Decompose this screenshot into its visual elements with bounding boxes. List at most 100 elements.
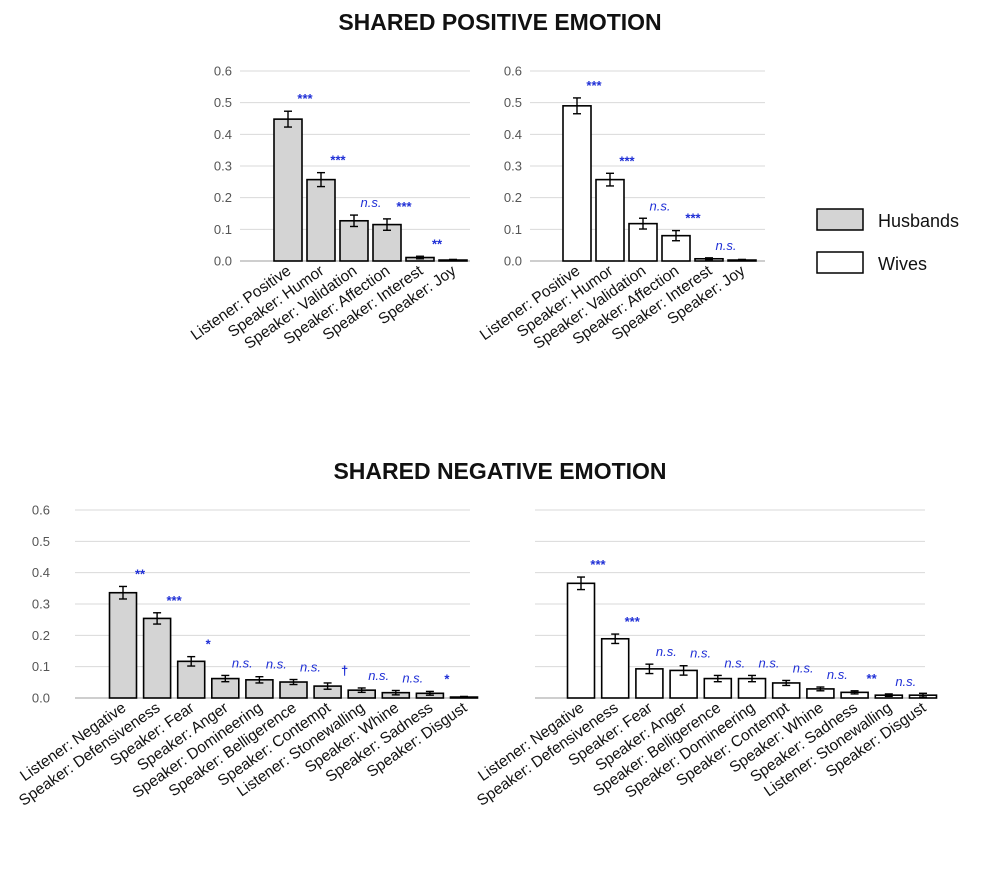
y-tick-label: 0.2	[504, 190, 522, 205]
significance-label: n.s.	[368, 668, 389, 683]
significance-label: n.s.	[232, 655, 253, 670]
significance-label: †	[341, 663, 348, 678]
significance-label: **	[867, 671, 878, 686]
significance-label: n.s.	[402, 670, 423, 685]
significance-label: n.s.	[827, 667, 848, 682]
error-bar	[573, 97, 581, 115]
y-tick-label: 0.6	[504, 64, 522, 79]
error-bar	[383, 218, 391, 231]
legend-swatch-husbands	[816, 208, 864, 231]
significance-label: n.s.	[895, 674, 916, 689]
significance-label: n.s.	[759, 655, 780, 670]
y-tick-label: 0.3	[504, 159, 522, 174]
error-bar	[738, 258, 746, 262]
error-bar	[460, 695, 468, 699]
significance-label: ***	[297, 91, 313, 106]
error-bar	[391, 689, 400, 696]
significance-label: **	[135, 566, 146, 581]
y-tick-label: 0.6	[32, 503, 50, 518]
error-bar	[611, 633, 620, 645]
y-tick-label: 0.4	[214, 127, 232, 142]
significance-label: n.s.	[650, 198, 671, 213]
y-tick-label: 0.6	[214, 64, 232, 79]
error-bar	[606, 172, 614, 187]
y-tick-label: 0.1	[504, 222, 522, 237]
y-tick-label: 0.5	[214, 95, 232, 110]
legend-label-wives: Wives	[878, 254, 927, 274]
error-bar	[255, 675, 264, 684]
y-tick-label: 0.0	[504, 254, 522, 269]
y-tick-label: 0.1	[214, 222, 232, 237]
error-bar	[577, 576, 585, 591]
significance-label: n.s.	[266, 657, 287, 672]
error-bar	[705, 257, 713, 261]
significance-label: ***	[330, 153, 346, 168]
significance-label: n.s.	[793, 660, 814, 675]
y-tick-label: 0.2	[214, 190, 232, 205]
significance-label: n.s.	[690, 646, 711, 661]
significance-label: n.s.	[716, 238, 737, 253]
significance-label: ***	[590, 557, 606, 572]
error-bar	[416, 255, 424, 260]
error-bar	[816, 686, 825, 692]
legend-swatch-wives	[816, 251, 864, 274]
bar	[600, 637, 630, 699]
significance-label: ***	[396, 199, 412, 214]
bar	[566, 582, 596, 699]
negative-section-title: SHARED NEGATIVE EMOTION	[333, 458, 666, 484]
error-bar	[713, 674, 722, 683]
bar	[273, 118, 303, 262]
error-bar	[153, 612, 162, 625]
chart-panels: 0.00.10.20.30.40.50.6***Listener: Positi…	[16, 64, 938, 810]
significance-label: ***	[586, 78, 602, 93]
y-tick-label: 0.2	[32, 628, 50, 643]
chart-panel: 0.00.10.20.30.40.50.6***Listener: Positi…	[188, 64, 470, 353]
error-bar	[317, 171, 325, 188]
chart-panel: 0.00.10.20.30.40.50.6***Listener: Positi…	[477, 64, 765, 353]
error-bar	[119, 585, 127, 600]
error-bar	[284, 110, 292, 128]
error-bar	[350, 214, 358, 228]
significance-label: n.s.	[361, 195, 382, 210]
legend-label-husbands: Husbands	[878, 211, 959, 231]
y-tick-label: 0.3	[32, 597, 50, 612]
significance-label: ***	[625, 614, 641, 629]
bar	[306, 178, 336, 262]
y-tick-label: 0.4	[32, 565, 50, 580]
bar	[562, 105, 592, 262]
significance-label: ***	[685, 211, 701, 226]
y-tick-label: 0.3	[214, 159, 232, 174]
significance-label: n.s.	[724, 655, 745, 670]
y-tick-label: 0.1	[32, 659, 50, 674]
y-tick-label: 0.0	[32, 691, 50, 706]
error-bar	[221, 674, 230, 683]
error-bar	[425, 690, 434, 696]
bar	[176, 660, 206, 699]
significance-label: *	[206, 637, 212, 652]
bar	[108, 591, 138, 699]
error-bar	[639, 217, 647, 230]
significance-label: ***	[619, 153, 635, 168]
y-tick-label: 0.5	[504, 95, 522, 110]
significance-label: **	[432, 236, 443, 251]
error-bar	[679, 665, 688, 676]
error-bar	[289, 678, 298, 686]
significance-label: n.s.	[656, 644, 677, 659]
error-bar	[645, 663, 654, 675]
error-bar	[884, 693, 893, 698]
error-bar	[748, 674, 756, 683]
y-tick-label: 0.0	[214, 254, 232, 269]
error-bar	[672, 229, 680, 242]
chart-panel: 0.00.10.20.30.40.50.6**Listener: Negativ…	[16, 503, 479, 810]
positive-section-title: SHARED POSITIVE EMOTION	[338, 9, 661, 35]
error-bar	[449, 258, 457, 262]
bar	[595, 178, 625, 262]
error-bar	[782, 679, 791, 687]
significance-label: n.s.	[300, 660, 321, 675]
significance-label: *	[444, 671, 450, 686]
legend: Husbands Wives	[816, 208, 959, 274]
error-bar	[323, 682, 332, 690]
error-bar	[919, 692, 927, 698]
chart-panel: ***Listener: Negative***Speaker: Defensi…	[474, 509, 938, 810]
